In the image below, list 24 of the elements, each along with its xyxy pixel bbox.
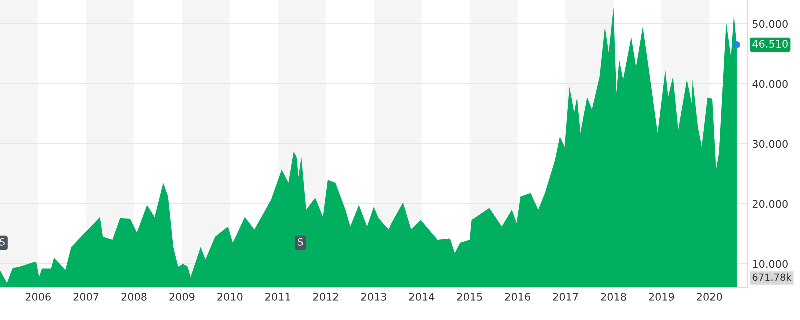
x-tick-label: 2015 (457, 293, 482, 301)
x-tick-label: 2009 (170, 293, 195, 301)
x-tick-label: 2007 (74, 293, 99, 301)
x-tick-label: 2010 (218, 293, 243, 301)
y-tick-label: 30.000 (752, 140, 788, 148)
annotation: S (0, 238, 5, 246)
x-tick-label: 2017 (553, 293, 578, 301)
x-tick-label: 2018 (601, 293, 626, 301)
x-tick-label: 2012 (314, 293, 338, 301)
text: 671.78k (752, 274, 792, 282)
x-tick-label: 2011 (266, 293, 290, 301)
annotation: 46.510 (752, 40, 788, 48)
y-tick-label: 40.000 (752, 80, 788, 88)
x-tick-label: 2006 (26, 293, 51, 301)
x-tick-label: 2020 (697, 293, 722, 301)
y-tick-label: 20.000 (752, 200, 788, 208)
x-tick-label: 2014 (409, 293, 435, 301)
x-tick-label: 2016 (505, 293, 530, 301)
x-tick-label: 2008 (122, 293, 147, 301)
y-tick-label: 10.000 (753, 260, 788, 268)
x-tick-label: 2013 (362, 293, 386, 301)
y-tick-label: 50.000 (752, 20, 788, 28)
annotation: S (298, 238, 304, 246)
x-tick-label: 2019 (649, 293, 674, 301)
